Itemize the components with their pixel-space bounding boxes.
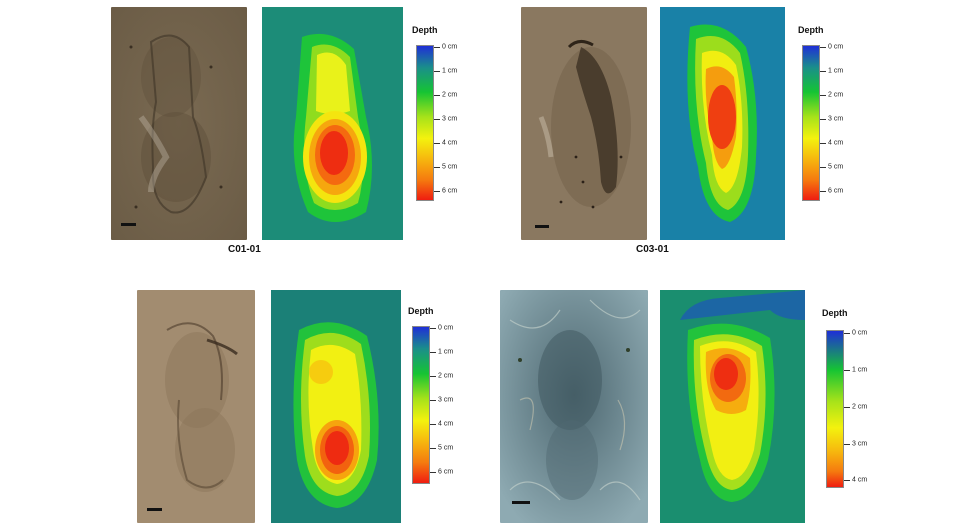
legend-tick	[844, 407, 850, 408]
footprint-photo-lower-right-image	[500, 290, 648, 523]
depth-map-c03-01-image	[660, 7, 785, 240]
legend-tick	[430, 376, 436, 377]
legend-label: 5 cm	[438, 444, 454, 452]
legend-label: 5 cm	[442, 163, 458, 171]
figure-caption-c01-01: C01-01	[228, 244, 261, 255]
legend-color-bar	[826, 330, 844, 488]
legend-label: 1 cm	[852, 366, 868, 374]
depth-map-c03-01	[660, 7, 785, 240]
legend-color-bar	[416, 45, 434, 201]
footprint-photo-c01-01-image	[111, 7, 247, 240]
legend-label: 0 cm	[438, 324, 454, 332]
legend-tick	[820, 119, 826, 120]
footprint-photo-lower-left-image	[137, 290, 255, 523]
legend-label: 4 cm	[442, 139, 458, 147]
legend-label: 3 cm	[438, 396, 454, 404]
legend-label: 3 cm	[852, 440, 868, 448]
legend-label: 3 cm	[828, 115, 844, 123]
legend-tick	[844, 480, 850, 481]
legend-tick	[430, 352, 436, 353]
legend-title: Depth	[798, 25, 824, 35]
legend-tick	[844, 370, 850, 371]
legend-tick	[820, 95, 826, 96]
depth-legend-lower-right: Depth 0 cm 1 cm 2 cm 3 cm 4 cm	[822, 308, 882, 493]
legend-tick	[430, 400, 436, 401]
legend-label: 0 cm	[828, 43, 844, 51]
legend-tick	[430, 424, 436, 425]
depth-map-c01-01	[262, 7, 403, 240]
legend-tick	[430, 472, 436, 473]
depth-legend-c01-01: Depth 0 cm 1 cm 2 cm 3 cm 4 cm 5 cm 6 cm	[412, 25, 472, 210]
legend-label: 6 cm	[828, 187, 844, 195]
legend-title: Depth	[822, 308, 848, 318]
legend-tick	[434, 119, 440, 120]
legend-tick	[820, 47, 826, 48]
legend-title: Depth	[408, 306, 434, 316]
footprint-photo-lower-right	[500, 290, 648, 523]
legend-title: Depth	[412, 25, 438, 35]
footprint-photo-lower-left	[137, 290, 255, 523]
legend-tick	[434, 95, 440, 96]
legend-tick	[434, 191, 440, 192]
legend-tick	[434, 143, 440, 144]
legend-label: 3 cm	[442, 115, 458, 123]
legend-tick	[820, 71, 826, 72]
legend-tick	[820, 191, 826, 192]
legend-label: 6 cm	[442, 187, 458, 195]
legend-tick	[434, 71, 440, 72]
depth-map-lower-right-image	[660, 290, 805, 523]
scale-bar	[512, 501, 530, 504]
legend-label: 6 cm	[438, 468, 454, 476]
figure-caption-c03-01: C03-01	[636, 244, 669, 255]
legend-tick	[430, 328, 436, 329]
legend-tick	[820, 167, 826, 168]
legend-label: 0 cm	[852, 329, 868, 337]
depth-map-c01-01-image	[262, 7, 403, 240]
depth-map-lower-left-image	[271, 290, 401, 523]
legend-label: 5 cm	[828, 163, 844, 171]
legend-tick	[844, 444, 850, 445]
depth-map-lower-right	[660, 290, 805, 523]
depth-map-lower-left	[271, 290, 401, 523]
legend-label: 2 cm	[828, 91, 844, 99]
legend-color-bar	[412, 326, 430, 484]
legend-tick	[820, 143, 826, 144]
legend-label: 4 cm	[852, 476, 868, 484]
legend-label: 0 cm	[442, 43, 458, 51]
scale-bar	[535, 225, 549, 228]
legend-label: 2 cm	[442, 91, 458, 99]
scale-bar	[147, 508, 162, 511]
legend-label: 1 cm	[828, 67, 844, 75]
legend-tick	[844, 333, 850, 334]
legend-tick	[434, 47, 440, 48]
legend-tick	[430, 448, 436, 449]
legend-label: 4 cm	[438, 420, 454, 428]
legend-label: 2 cm	[438, 372, 454, 380]
footprint-photo-c03-01-image	[521, 7, 647, 240]
legend-label: 2 cm	[852, 403, 868, 411]
footprint-photo-c03-01	[521, 7, 647, 240]
legend-color-bar	[802, 45, 820, 201]
scale-bar	[121, 223, 136, 226]
legend-tick	[434, 167, 440, 168]
footprint-photo-c01-01	[111, 7, 247, 240]
depth-legend-c03-01: Depth 0 cm 1 cm 2 cm 3 cm 4 cm 5 cm 6 cm	[798, 25, 858, 210]
depth-legend-lower-left: Depth 0 cm 1 cm 2 cm 3 cm 4 cm 5 cm 6 cm	[408, 306, 468, 491]
legend-label: 1 cm	[438, 348, 454, 356]
legend-label: 1 cm	[442, 67, 458, 75]
legend-label: 4 cm	[828, 139, 844, 147]
